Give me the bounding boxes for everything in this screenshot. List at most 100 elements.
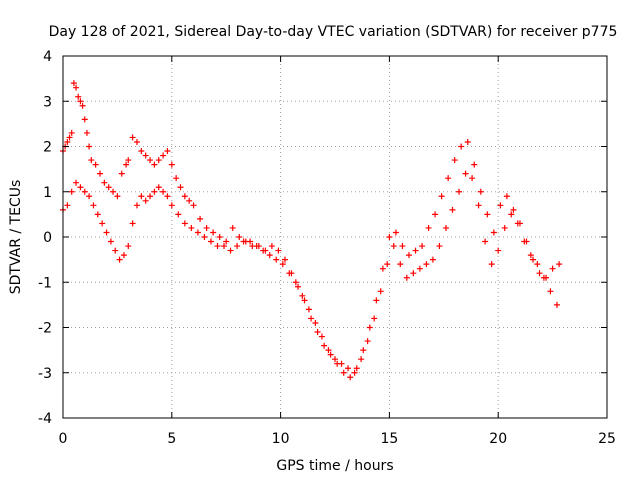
data-point — [312, 319, 319, 326]
data-point — [549, 265, 556, 272]
data-point — [332, 356, 338, 363]
data-point — [534, 261, 541, 268]
data-point — [105, 184, 112, 191]
data-point — [495, 247, 502, 254]
data-point — [360, 347, 367, 354]
data-point — [390, 243, 397, 250]
data-point — [321, 342, 328, 349]
data-point — [423, 261, 430, 268]
data-point — [188, 224, 195, 231]
data-point — [142, 152, 149, 159]
y-tick-label: -4 — [38, 411, 52, 427]
data-point — [458, 143, 465, 150]
data-point — [340, 369, 347, 376]
data-point — [194, 229, 201, 236]
data-point — [338, 360, 345, 367]
data-point — [327, 351, 334, 358]
x-axis-label: GPS time / hours — [276, 458, 393, 474]
data-point — [410, 270, 417, 277]
data-point — [488, 261, 495, 268]
data-point — [503, 193, 510, 200]
y-tick-label: -3 — [38, 366, 52, 382]
data-point — [64, 138, 71, 145]
data-point — [147, 193, 154, 200]
data-point — [351, 369, 358, 376]
data-point — [207, 238, 214, 245]
data-point — [234, 243, 241, 250]
data-point — [133, 202, 140, 209]
data-point — [425, 224, 432, 231]
data-point — [73, 179, 80, 186]
data-point — [471, 161, 478, 168]
data-point — [384, 261, 391, 268]
data-point — [240, 238, 247, 245]
data-point — [138, 148, 145, 155]
data-point — [77, 98, 84, 105]
data-point — [177, 184, 184, 191]
x-tick-label: 10 — [272, 431, 290, 447]
data-point — [210, 229, 217, 236]
data-point — [133, 138, 140, 145]
data-point — [214, 243, 221, 250]
data-point — [66, 134, 73, 141]
data-point — [449, 206, 456, 213]
data-point — [229, 224, 236, 231]
series-0 — [60, 80, 563, 381]
data-point — [101, 179, 108, 186]
data-point — [364, 338, 371, 345]
data-point — [253, 243, 260, 250]
data-point — [168, 202, 175, 209]
data-point — [107, 238, 114, 245]
data-point — [181, 193, 188, 200]
data-point — [412, 247, 419, 254]
data-point — [475, 202, 482, 209]
data-point — [530, 256, 537, 263]
data-point — [432, 211, 439, 218]
data-point — [216, 234, 223, 240]
data-point — [77, 184, 84, 191]
data-point — [90, 202, 97, 209]
data-point — [392, 229, 399, 236]
data-point — [227, 247, 234, 254]
data-point — [295, 283, 302, 290]
grid-lines — [63, 56, 607, 418]
data-point — [99, 220, 106, 227]
data-point — [275, 247, 282, 254]
data-point — [299, 292, 306, 299]
data-point — [490, 229, 497, 236]
data-point — [325, 347, 332, 354]
data-point — [266, 252, 273, 259]
data-point — [514, 220, 521, 227]
data-point — [547, 288, 554, 295]
data-point — [451, 157, 458, 164]
data-point — [175, 211, 182, 218]
data-point — [68, 188, 75, 195]
data-point — [129, 134, 136, 141]
data-point — [70, 80, 77, 87]
series-1 — [60, 170, 560, 376]
data-point — [260, 247, 267, 254]
data-point — [138, 193, 145, 200]
data-point — [197, 215, 204, 222]
data-point — [96, 170, 103, 177]
chart-title: Day 128 of 2021, Sidereal Day-to-day VTE… — [49, 24, 618, 40]
data-point — [308, 315, 315, 322]
data-point — [386, 234, 393, 240]
y-tick-label: -2 — [38, 321, 52, 337]
data-point — [469, 175, 476, 182]
x-tick-label: 5 — [167, 431, 176, 447]
data-point — [456, 188, 463, 195]
data-point — [73, 84, 80, 91]
data-point — [75, 93, 82, 100]
data-point — [416, 265, 423, 272]
x-tick-label: 20 — [489, 431, 507, 447]
data-point — [181, 220, 188, 227]
data-point — [190, 202, 197, 209]
data-point — [301, 297, 308, 304]
data-point — [292, 279, 299, 286]
data-point — [151, 161, 158, 168]
data-point — [64, 202, 71, 209]
data-point — [79, 102, 86, 109]
data-point — [484, 211, 491, 218]
data-points — [60, 80, 563, 381]
